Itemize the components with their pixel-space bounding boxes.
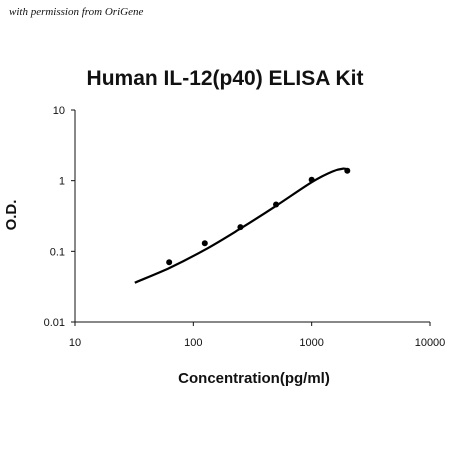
- x-tick-label: 100: [184, 337, 202, 349]
- ticks: 10 100 1000 10000 0.01 0.1 1 10: [44, 105, 446, 349]
- y-tick-label: 1: [59, 176, 65, 188]
- x-axis-label: Concentration(pg/ml): [178, 370, 330, 387]
- y-axis-label: O.D.: [3, 200, 20, 231]
- data-point: [273, 201, 280, 208]
- y-tick-label: 0.01: [44, 317, 65, 329]
- y-tick-label: 0.1: [50, 246, 65, 258]
- permission-note: with permission from OriGene: [9, 6, 144, 18]
- data-points: [166, 167, 351, 266]
- data-point: [308, 176, 315, 183]
- y-tick-label: 10: [53, 105, 65, 117]
- x-tick-label: 10: [69, 337, 81, 349]
- chart-title: Human IL-12(p40) ELISA Kit: [87, 67, 364, 90]
- x-tick-label: 1000: [299, 337, 323, 349]
- x-tick-label: 10000: [415, 337, 446, 349]
- data-point: [237, 224, 244, 231]
- axes: [74, 110, 430, 323]
- data-point: [166, 259, 173, 266]
- data-point: [344, 167, 351, 174]
- data-point: [201, 240, 208, 247]
- axis-frame: [74, 110, 430, 323]
